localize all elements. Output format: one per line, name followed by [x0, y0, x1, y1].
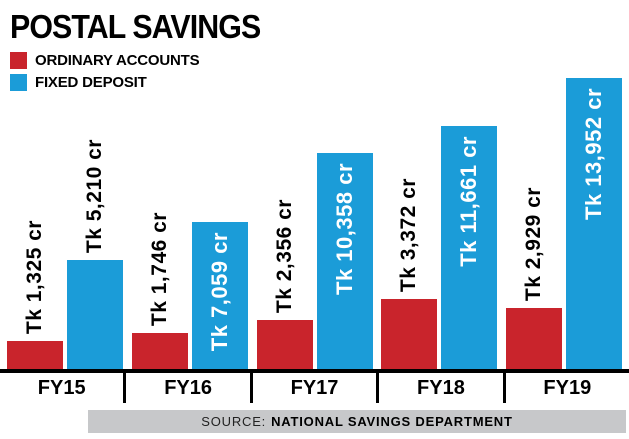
bar-column: Tk 3,372 cr: [381, 177, 438, 369]
bar-value-label: Tk 13,952 cr: [581, 88, 606, 220]
legend-swatch: [10, 74, 27, 91]
bar-column: Tk 2,356 cr: [256, 198, 313, 369]
bar-column: Tk 1,746 cr: [131, 211, 188, 369]
axis-line: [0, 369, 629, 373]
legend-label: FIXED DEPOSIT: [35, 74, 147, 91]
bar-column: Tk 5,210 cr: [67, 139, 123, 369]
bar-fixed-fy15: [67, 260, 123, 369]
bar-group-fy15: Tk 1,325 cr Tk 5,210 cr: [7, 139, 123, 369]
bar-group-fy17: Tk 2,356 cr Tk 10,358 cr: [256, 153, 373, 369]
x-axis: FY15 FY16 FY17 FY18 FY19: [0, 369, 629, 403]
bar-ordinary-fy18: [381, 299, 438, 369]
category-axis: FY15 FY16 FY17 FY18 FY19: [0, 373, 629, 403]
source-prefix: SOURCE:: [201, 414, 267, 429]
category-label-fy15: FY15: [37, 376, 86, 399]
source-name: NATIONAL SAVINGS DEPARTMENT: [271, 414, 513, 429]
bar-ordinary-fy17: [256, 320, 313, 369]
legend-item: FIXED DEPOSIT: [10, 74, 282, 91]
bar-value-label: Tk 11,661 cr: [456, 136, 482, 267]
bar-value-label: Tk 5,210 cr: [83, 138, 106, 253]
bar-value-label: Tk 3,372 cr: [397, 177, 421, 292]
bar-column: Tk 10,358 cr: [316, 153, 373, 369]
category-label-fy17: FY17: [249, 373, 376, 403]
bar-column: Tk 13,952 cr: [566, 78, 622, 369]
category-label-fy19: FY19: [502, 373, 629, 403]
bar-fixed-fy16: Tk 7,059 cr: [191, 222, 248, 369]
bar-value-label: Tk 2,356 cr: [272, 198, 296, 313]
chart-header: POSTAL SAVINGS ORDINARY ACCOUNTS FIXED DE…: [10, 8, 282, 91]
bar-groups: Tk 1,325 cr Tk 5,210 cr Tk 1,746 cr Tk 7,05…: [0, 69, 629, 369]
bar-value-label: Tk 7,059 cr: [206, 232, 232, 352]
legend-label: ORDINARY ACCOUNTS: [35, 52, 200, 69]
source-bar: SOURCE: NATIONAL SAVINGS DEPARTMENT: [88, 410, 626, 433]
bar-column: Tk 2,929 cr: [506, 187, 562, 369]
bar-fixed-fy17: Tk 10,358 cr: [316, 153, 373, 369]
bar-ordinary-fy16: [131, 333, 188, 369]
bar-group-fy16: Tk 1,746 cr Tk 7,059 cr: [131, 211, 248, 369]
bar-column: Tk 7,059 cr: [191, 222, 248, 369]
bar-value-label: Tk 1,325 cr: [23, 219, 46, 334]
bar-value-label: Tk 2,929 cr: [522, 186, 545, 301]
legend-item: ORDINARY ACCOUNTS: [10, 52, 282, 69]
bar-group-fy18: Tk 3,372 cr Tk 11,661 cr: [381, 126, 498, 369]
bar-fixed-fy19: Tk 13,952 cr: [566, 78, 622, 369]
category-label-fy18: FY18: [376, 373, 502, 403]
page-title: POSTAL SAVINGS: [10, 8, 261, 45]
category-label-fy16: FY16: [123, 373, 249, 403]
bar-value-label: Tk 10,358 cr: [331, 163, 357, 295]
bar-ordinary-fy19: [506, 308, 562, 369]
legend: ORDINARY ACCOUNTS FIXED DEPOSIT: [10, 52, 282, 91]
bar-column: Tk 11,661 cr: [441, 126, 498, 369]
bar-column: Tk 1,325 cr: [7, 220, 63, 369]
bar-group-fy19: Tk 2,929 cr Tk 13,952 cr: [506, 78, 622, 369]
bar-value-label: Tk 1,746 cr: [147, 211, 171, 326]
legend-swatch: [10, 52, 27, 69]
bar-fixed-fy18: Tk 11,661 cr: [441, 126, 498, 369]
bar-ordinary-fy15: [7, 341, 63, 369]
